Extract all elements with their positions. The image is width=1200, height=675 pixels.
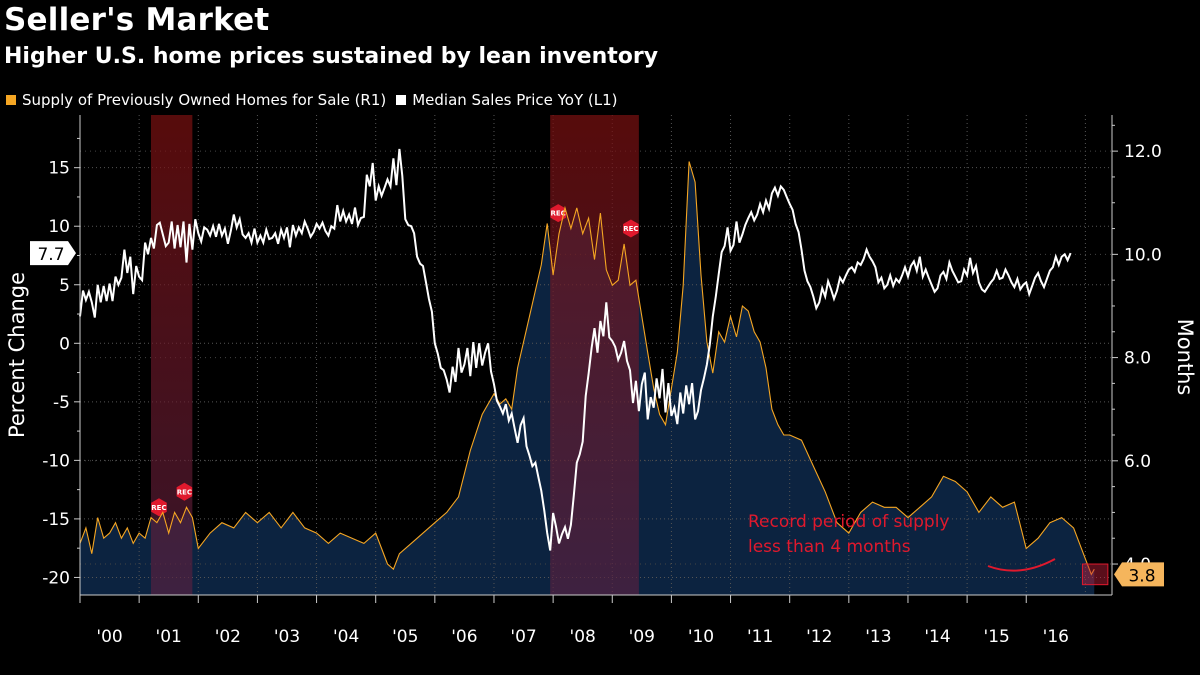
record-annotation-arc (987, 558, 1056, 572)
recession-band (550, 115, 639, 595)
x-tick-label: '11 (747, 627, 773, 647)
recession-marker-label: REC (551, 210, 566, 218)
x-tick-label: '14 (924, 627, 950, 647)
x-tick-label: '07 (510, 627, 536, 647)
recession-marker: REC (623, 219, 639, 238)
supply-line (79, 161, 1095, 576)
legend-item-supply: Supply of Previously Owned Homes for Sal… (6, 91, 386, 109)
y-left-tick-label: -15 (42, 510, 70, 530)
y-right-tick-label: 12.0 (1124, 142, 1162, 162)
y-left-axis-title: Percent Change (5, 272, 29, 438)
y-left-tick-label: -10 (42, 451, 70, 471)
price-line (79, 148, 1072, 551)
last-value-badge-supply-label: 3.8 (1128, 566, 1155, 586)
y-left-tick-label: 10 (48, 217, 70, 237)
x-tick-label: '05 (392, 627, 418, 647)
x-tick-label: '03 (274, 627, 300, 647)
x-tick-label: '02 (215, 627, 241, 647)
record-annotation-line1: Record period of supply (748, 512, 950, 532)
legend-item-price: Median Sales Price YoY (L1) (396, 91, 618, 109)
y-right-tick-label: 6.0 (1124, 452, 1151, 472)
y-right-axis-title: Months (1173, 319, 1197, 396)
legend: Supply of Previously Owned Homes for Sal… (6, 91, 628, 109)
last-value-badge-supply-shape (1114, 562, 1164, 587)
last-value-badge-price: 7.7 (30, 241, 76, 266)
x-tick-label: '08 (570, 627, 596, 647)
y-left-tick-label: 0 (59, 334, 70, 354)
legend-swatch-supply (6, 95, 16, 105)
record-highlight-box (1081, 563, 1109, 586)
record-annotation-line2: less than 4 months (748, 537, 911, 557)
x-tick-label: '16 (1043, 627, 1069, 647)
x-tick-label: '12 (806, 627, 832, 647)
last-value-badge-price-label: 7.7 (37, 245, 64, 265)
y-left-tick-label: 5 (59, 276, 70, 296)
x-tick-label: '04 (333, 627, 359, 647)
legend-label-supply: Supply of Previously Owned Homes for Sal… (22, 91, 387, 109)
recession-marker-label: REC (151, 504, 166, 512)
recession-marker-hex (176, 482, 193, 501)
recession-marker: REC (550, 204, 566, 223)
chart-subtitle: Higher U.S. home prices sustained by lea… (4, 44, 659, 69)
last-value-badge-supply: 3.8 (1114, 562, 1164, 587)
recession-marker-hex (623, 219, 639, 238)
recession-marker-hex (550, 204, 566, 223)
recession-marker-label: REC (623, 225, 638, 233)
legend-label-price: Median Sales Price YoY (L1) (412, 91, 618, 109)
x-tick-label: '10 (688, 627, 714, 647)
x-tick-label: '09 (629, 627, 655, 647)
x-tick-label: '00 (96, 627, 122, 647)
y-right-tick-label: 10.0 (1124, 245, 1162, 265)
y-left-tick-label: -5 (53, 393, 70, 413)
legend-swatch-price (396, 95, 407, 105)
x-tick-label: '15 (984, 627, 1010, 647)
recession-marker: REC (176, 482, 193, 501)
last-value-badge-price-shape (30, 241, 76, 266)
recession-marker-label: REC (177, 488, 192, 496)
x-tick-label: '06 (451, 627, 477, 647)
y-left-tick-label: 15 (48, 159, 70, 179)
x-tick-label: '01 (156, 627, 182, 647)
y-right-tick-label: 8.0 (1124, 349, 1151, 369)
x-tick-label: '13 (865, 627, 891, 647)
chart-title: Seller's Market (4, 2, 270, 38)
y-left-tick-label: -20 (42, 568, 70, 588)
